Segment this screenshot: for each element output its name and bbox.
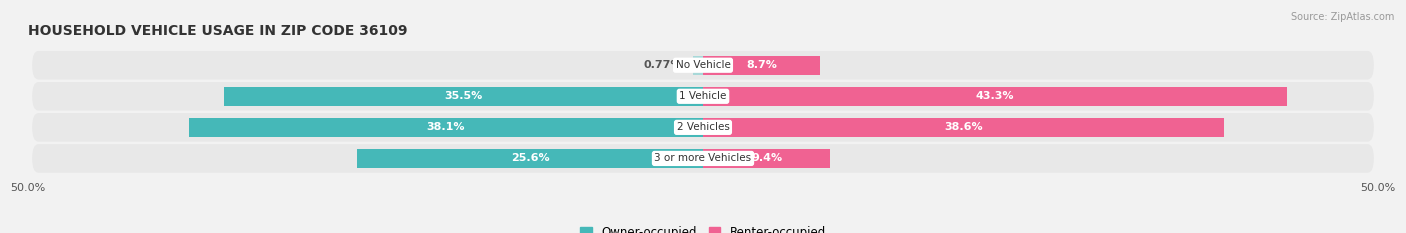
Text: 9.4%: 9.4%: [751, 154, 782, 163]
Text: HOUSEHOLD VEHICLE USAGE IN ZIP CODE 36109: HOUSEHOLD VEHICLE USAGE IN ZIP CODE 3610…: [28, 24, 408, 38]
Bar: [224, 87, 703, 106]
FancyBboxPatch shape: [32, 113, 1374, 142]
Text: 1 Vehicle: 1 Vehicle: [679, 91, 727, 101]
Bar: [703, 56, 821, 75]
Text: Source: ZipAtlas.com: Source: ZipAtlas.com: [1291, 12, 1395, 22]
Text: 43.3%: 43.3%: [976, 91, 1015, 101]
Text: 38.6%: 38.6%: [945, 122, 983, 132]
Bar: [703, 118, 1225, 137]
Text: 2 Vehicles: 2 Vehicles: [676, 122, 730, 132]
FancyBboxPatch shape: [32, 144, 1374, 173]
Text: 38.1%: 38.1%: [426, 122, 465, 132]
Bar: [357, 149, 703, 168]
Text: 3 or more Vehicles: 3 or more Vehicles: [654, 154, 752, 163]
Text: 35.5%: 35.5%: [444, 91, 482, 101]
FancyBboxPatch shape: [32, 51, 1374, 79]
Text: No Vehicle: No Vehicle: [675, 60, 731, 70]
Text: 8.7%: 8.7%: [747, 60, 778, 70]
Bar: [703, 149, 830, 168]
Bar: [693, 56, 703, 75]
Text: 25.6%: 25.6%: [510, 154, 550, 163]
Bar: [703, 87, 1288, 106]
FancyBboxPatch shape: [32, 82, 1374, 111]
Legend: Owner-occupied, Renter-occupied: Owner-occupied, Renter-occupied: [579, 226, 827, 233]
Text: 0.77%: 0.77%: [644, 60, 682, 70]
Bar: [188, 118, 703, 137]
